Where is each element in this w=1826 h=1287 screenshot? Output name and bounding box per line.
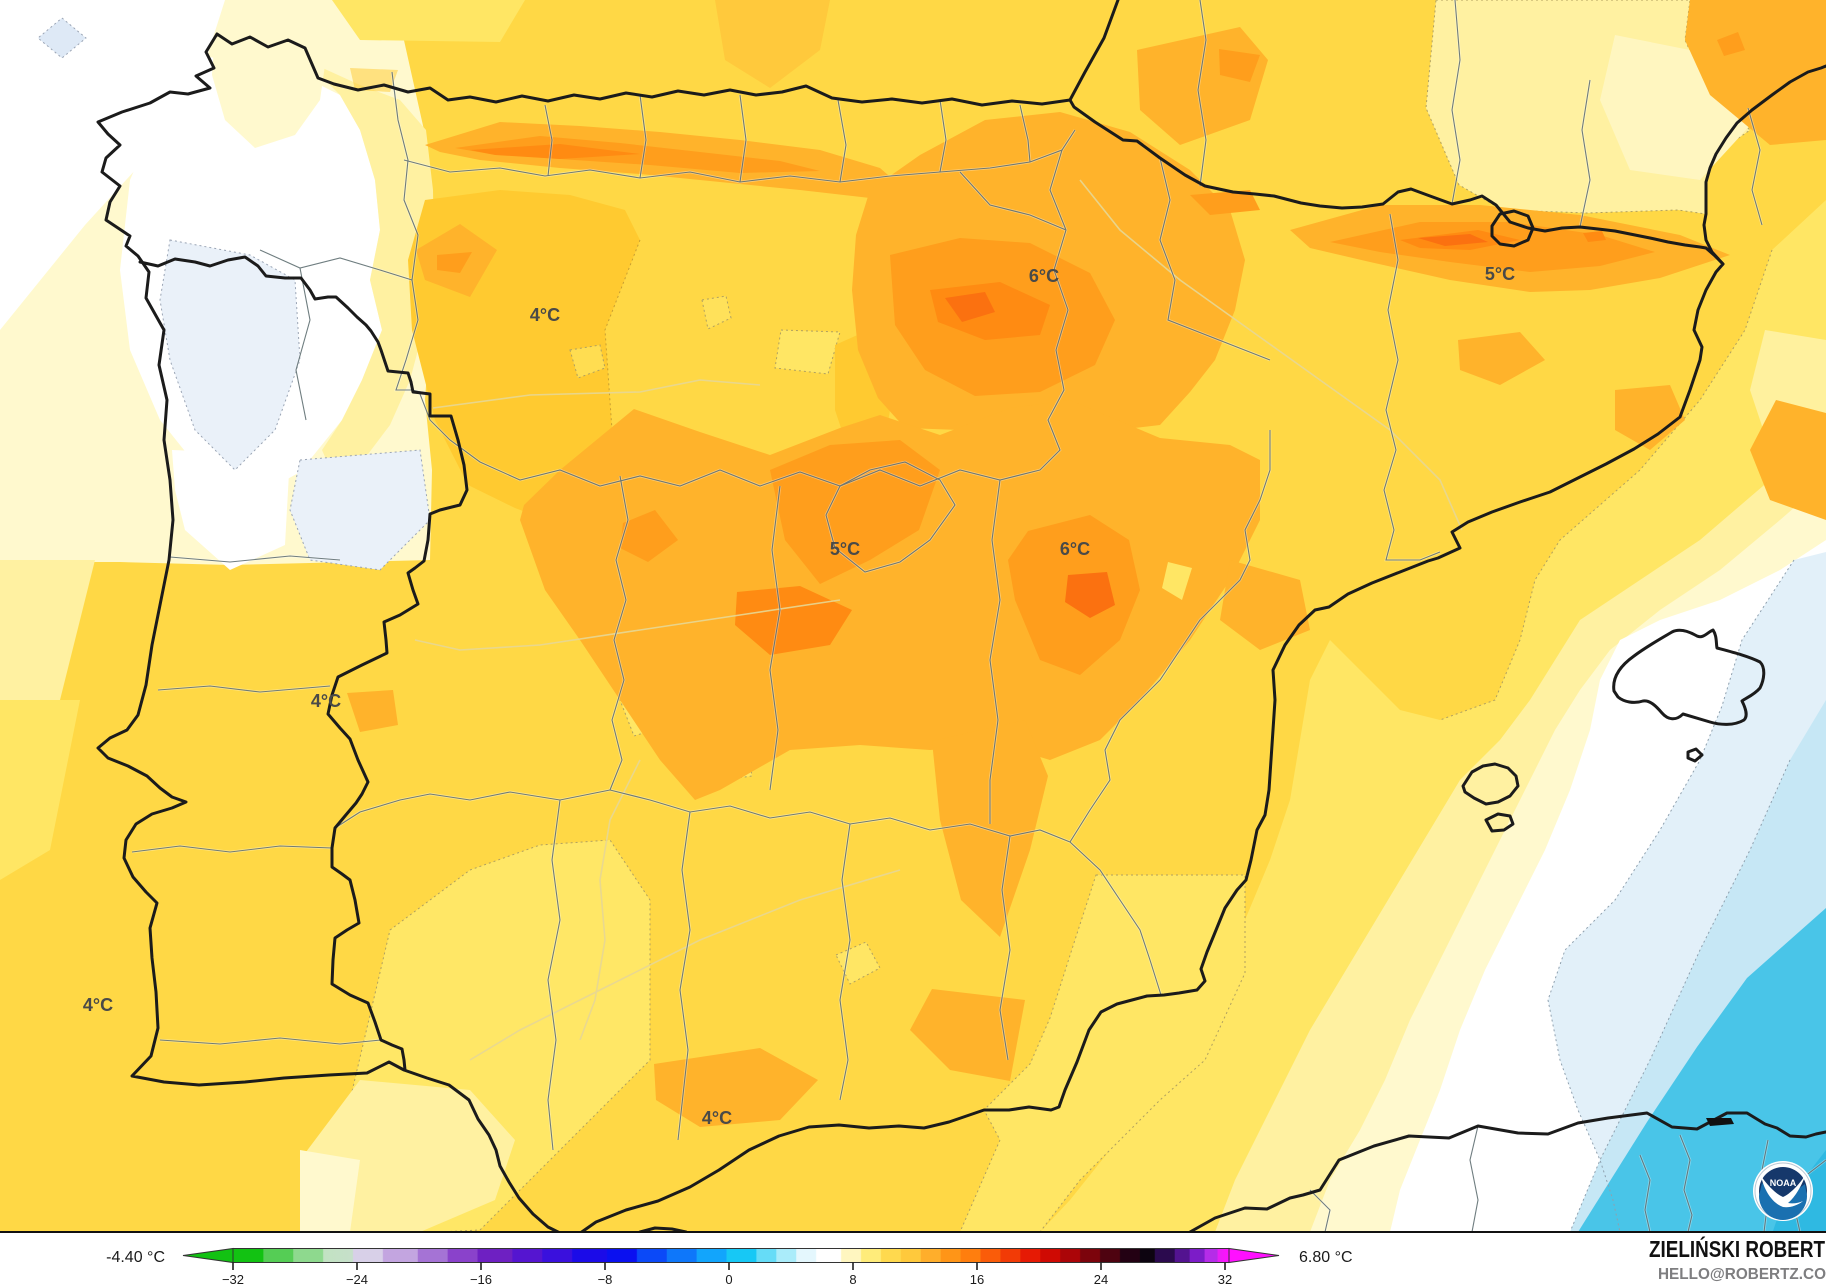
svg-text:−16: −16 — [470, 1272, 492, 1287]
svg-text:NOAA: NOAA — [1770, 1178, 1797, 1188]
svg-text:−24: −24 — [346, 1272, 368, 1287]
svg-text:5°C: 5°C — [1485, 264, 1515, 284]
svg-text:6°C: 6°C — [1060, 539, 1090, 559]
svg-text:32: 32 — [1218, 1272, 1232, 1287]
svg-text:0: 0 — [725, 1272, 732, 1287]
svg-text:4°C: 4°C — [311, 691, 341, 711]
svg-text:6°C: 6°C — [1029, 266, 1059, 286]
svg-text:6.80 °C: 6.80 °C — [1299, 1249, 1353, 1266]
svg-text:16: 16 — [970, 1272, 984, 1287]
svg-text:−8: −8 — [598, 1272, 613, 1287]
svg-text:HELLO@ROBERTZ.CO: HELLO@ROBERTZ.CO — [1658, 1266, 1826, 1283]
svg-text:−32: −32 — [222, 1272, 244, 1287]
svg-text:-4.40 °C: -4.40 °C — [106, 1249, 165, 1266]
svg-text:24: 24 — [1094, 1272, 1108, 1287]
svg-text:4°C: 4°C — [530, 305, 560, 325]
svg-text:ZIELIŃSKI ROBERT: ZIELIŃSKI ROBERT — [1649, 1235, 1825, 1262]
svg-text:4°C: 4°C — [83, 995, 113, 1015]
svg-text:8: 8 — [849, 1272, 856, 1287]
svg-text:4°C: 4°C — [702, 1108, 732, 1128]
svg-text:5°C: 5°C — [830, 539, 860, 559]
